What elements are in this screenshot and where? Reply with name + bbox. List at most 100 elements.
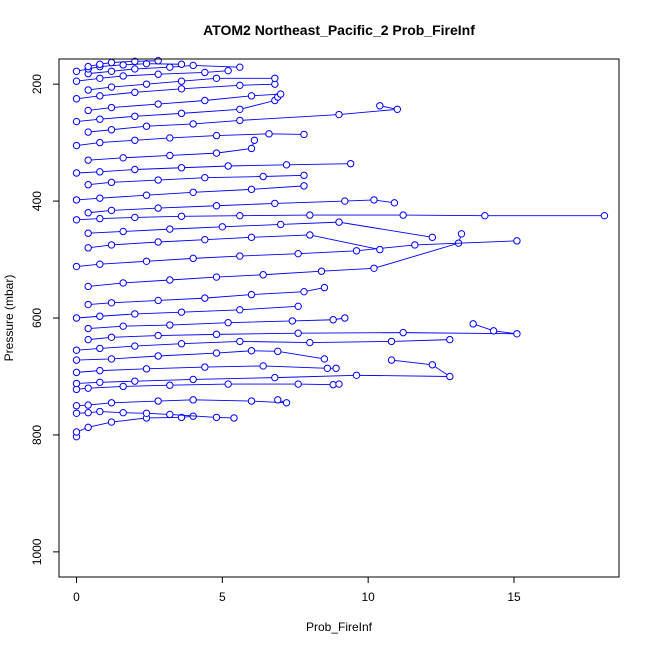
data-point <box>84 229 92 237</box>
data-point <box>119 227 127 236</box>
data-point <box>131 65 139 73</box>
data-point <box>352 371 361 379</box>
data-point <box>189 375 197 384</box>
data-point <box>189 188 197 197</box>
data-point <box>230 414 238 422</box>
data-point <box>84 282 92 291</box>
data-point <box>72 262 81 271</box>
data-point <box>236 116 244 125</box>
data-point <box>189 61 197 70</box>
data-point <box>119 322 127 330</box>
data-point <box>131 165 139 174</box>
data-point <box>107 67 116 75</box>
data-point <box>446 372 454 381</box>
data-point <box>294 249 302 258</box>
data-point <box>250 136 259 144</box>
data-point <box>107 103 116 112</box>
data-point <box>72 196 81 204</box>
data-point <box>166 63 174 71</box>
y-tick-label: 600 <box>30 308 44 328</box>
data-point <box>131 342 139 350</box>
data-point <box>72 428 81 436</box>
series-13 <box>84 230 466 291</box>
data-point <box>177 109 186 118</box>
data-point <box>294 380 302 388</box>
data-point <box>201 173 209 182</box>
data-point <box>201 96 209 105</box>
data-point <box>236 211 244 220</box>
data-point <box>411 241 419 249</box>
data-point <box>428 361 437 369</box>
series-16 <box>84 218 437 242</box>
series-8 <box>72 335 454 354</box>
data-point <box>513 330 521 338</box>
data-point <box>189 396 197 404</box>
data-point <box>300 287 308 296</box>
data-point <box>276 220 285 229</box>
data-point <box>84 209 92 217</box>
data-point <box>154 100 162 108</box>
data-point <box>107 206 116 215</box>
data-point <box>306 211 314 219</box>
data-point <box>166 151 174 160</box>
data-point <box>107 83 116 91</box>
data-point <box>236 306 244 314</box>
series-line <box>76 383 340 390</box>
x-axis-label: Prob_FireInf <box>306 620 373 634</box>
data-point <box>306 231 314 239</box>
data-point <box>131 57 139 66</box>
data-point <box>154 238 162 246</box>
data-point <box>212 349 221 357</box>
data-point <box>236 63 244 71</box>
data-point <box>84 335 92 344</box>
data-point <box>72 346 81 354</box>
y-axis: 200 400 600 800 1000 <box>30 74 59 565</box>
data-point <box>335 110 343 119</box>
data-point <box>131 136 139 144</box>
data-point <box>201 68 209 77</box>
data-point <box>224 66 232 75</box>
data-point <box>96 92 104 100</box>
data-point <box>72 402 81 410</box>
data-point <box>142 409 151 417</box>
data-point <box>271 199 279 208</box>
series-line <box>88 105 398 133</box>
data-point <box>294 329 302 337</box>
data-point <box>212 413 221 422</box>
data-point <box>142 365 151 373</box>
data-point <box>341 314 349 322</box>
series-12 <box>84 283 329 309</box>
data-point <box>247 92 256 100</box>
series-3 <box>72 396 291 410</box>
data-point <box>154 70 162 78</box>
series-20 <box>84 171 308 189</box>
data-point <box>154 397 162 405</box>
data-point <box>96 344 104 353</box>
data-point <box>107 355 116 363</box>
data-point <box>352 247 361 255</box>
data-point <box>335 380 343 388</box>
data-point <box>288 317 297 325</box>
data-point <box>300 171 308 180</box>
data-point <box>341 197 349 205</box>
chart-title: ATOM2 Northeast_Pacific_2 Prob_FireInf <box>203 22 475 38</box>
data-point <box>247 233 256 242</box>
x-tick-label: 0 <box>73 590 80 604</box>
series-27 <box>72 80 279 103</box>
data-point <box>84 300 92 309</box>
data-point <box>119 409 127 417</box>
data-point <box>177 212 186 220</box>
data-point <box>72 169 81 177</box>
data-point <box>84 156 92 164</box>
data-point <box>72 379 81 388</box>
data-point <box>323 364 332 372</box>
plot-content <box>72 57 609 441</box>
data-point <box>370 196 378 204</box>
data-point <box>177 308 186 316</box>
data-point <box>259 172 267 181</box>
series-10 <box>84 314 349 333</box>
data-point <box>119 382 127 391</box>
data-point <box>218 223 227 231</box>
data-point <box>166 134 174 142</box>
series-line <box>76 83 275 100</box>
